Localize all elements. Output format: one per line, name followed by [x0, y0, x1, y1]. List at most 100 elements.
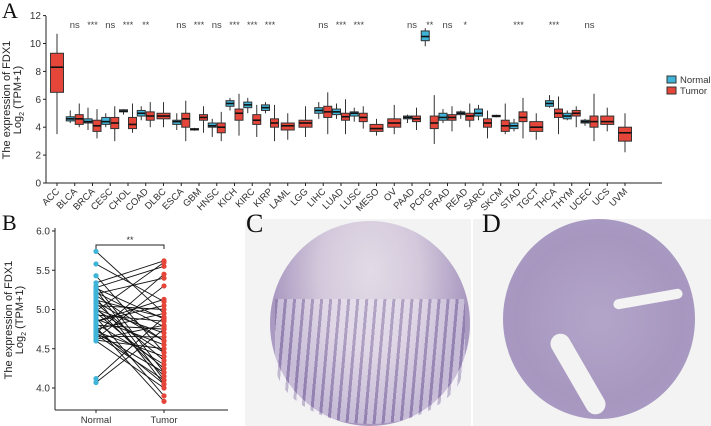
tumor-point: [161, 296, 167, 302]
significance-label: ***: [247, 20, 258, 30]
y-tick-label: 12: [30, 11, 42, 22]
box-plot: [92, 109, 102, 139]
box-plot: [554, 96, 563, 135]
pair-line: [95, 317, 165, 379]
pair-line: [95, 339, 165, 350]
tumor-point: [161, 393, 167, 399]
y-tick-label: 5.0: [36, 305, 50, 316]
box-plot: [358, 106, 368, 129]
pair-line: [95, 334, 165, 381]
box-plot: [491, 114, 501, 118]
box: [600, 115, 615, 125]
pair-line: [95, 314, 165, 322]
box-plot: [314, 102, 324, 119]
box-plot: [243, 97, 253, 114]
box-plot: [298, 106, 313, 137]
box-plot: [225, 97, 235, 111]
box-plot: [156, 102, 171, 128]
tumor-point: [161, 381, 167, 387]
tumor-point: [161, 350, 167, 356]
box-plot: [145, 102, 155, 128]
normal-point: [93, 299, 99, 305]
tumor-point: [161, 385, 167, 391]
normal-point: [93, 379, 99, 386]
x-tick-label-uvm: UVM: [607, 186, 630, 209]
box-plot: [332, 103, 341, 119]
crypt-texture: [275, 299, 465, 424]
pair-line: [95, 312, 165, 369]
legend-label: Tumor: [680, 86, 707, 97]
tumor-point: [161, 283, 167, 289]
box-plot: [172, 113, 182, 130]
normal-point: [93, 306, 99, 313]
box-plot: [387, 104, 402, 135]
tumor-point: [161, 357, 167, 364]
normal-point: [93, 326, 99, 332]
box: [234, 108, 244, 121]
box-plot: [349, 107, 359, 122]
tumor-point: [161, 275, 167, 281]
box-plot: [545, 95, 554, 108]
tumor-point: [161, 271, 167, 277]
normal-point: [93, 261, 99, 267]
box-plot: [483, 110, 492, 139]
box-plot: [474, 104, 483, 121]
box-plot: [369, 118, 384, 136]
normal-point: [93, 248, 99, 255]
box-plot: [50, 33, 64, 135]
box: [128, 116, 137, 130]
ihc-image-normal: [245, 219, 471, 426]
tumor-point: [161, 263, 167, 269]
box-plot: [465, 103, 475, 128]
normal-point: [93, 336, 99, 342]
x-tick-label-tumor: Tumor: [150, 415, 177, 426]
x-tick-label-ucs: UCS: [590, 186, 612, 208]
box-plot: [600, 107, 615, 132]
tumor-point: [161, 369, 167, 375]
box-plot: [580, 118, 590, 126]
significance-label-b: **: [126, 235, 134, 245]
y-axis-label-unit-b: Log2 (TPM+1): [14, 286, 28, 354]
pair-line: [95, 277, 165, 295]
significance-label: ***: [549, 20, 560, 30]
pair-line: [95, 305, 165, 322]
box: [50, 52, 64, 93]
box-plot: [65, 110, 75, 124]
tumor-point: [161, 316, 167, 322]
box-plot: [447, 106, 457, 132]
pair-line: [95, 285, 165, 339]
box-plot: [509, 118, 519, 132]
y-tick-label: 10: [30, 39, 42, 50]
box: [618, 126, 632, 142]
pair-line: [95, 301, 165, 342]
box-plot: [341, 99, 350, 135]
tumor-point: [161, 259, 167, 265]
tumor-point: [161, 398, 167, 404]
normal-point: [93, 375, 99, 382]
pair-line: [95, 260, 165, 284]
tumor-point: [161, 377, 167, 383]
tumor-point: [161, 373, 167, 379]
tumor-point: [161, 306, 167, 313]
pair-line: [95, 262, 165, 312]
box-plot: [571, 106, 581, 128]
significance-label: ns: [105, 20, 115, 31]
box-plot: [110, 106, 120, 142]
pair-line: [95, 287, 165, 320]
tumor-point: [161, 330, 167, 336]
pair-line: [95, 328, 165, 385]
unit-text: (TPM+1): [12, 66, 24, 112]
tumor-point: [161, 322, 167, 328]
box-plot: [323, 92, 333, 135]
tissue-core-tumor: [503, 219, 695, 419]
significance-label: **: [142, 20, 150, 30]
y-tick-label: 4.5: [36, 344, 50, 355]
pair-line: [95, 328, 165, 383]
tumor-point: [161, 365, 167, 371]
panel-label-a: A: [2, 0, 18, 23]
box-plot: [420, 28, 430, 47]
box-plot: [500, 103, 510, 135]
pair-line: [95, 275, 165, 353]
